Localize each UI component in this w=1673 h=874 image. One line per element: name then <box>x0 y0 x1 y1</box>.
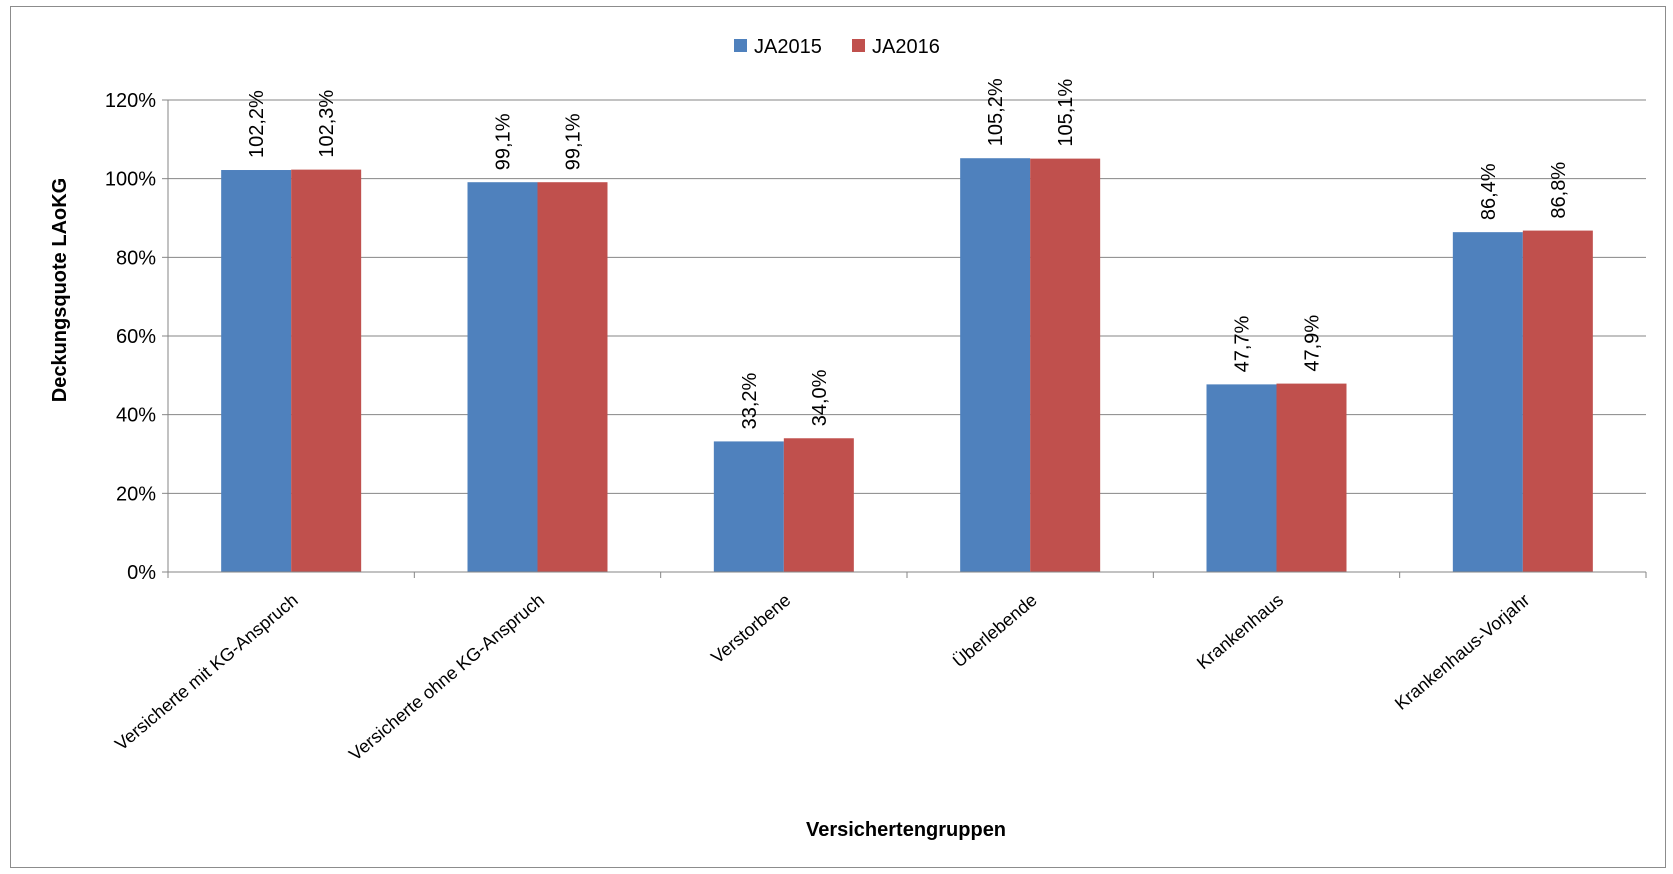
gridlines <box>168 99 1646 494</box>
bars <box>221 158 1593 573</box>
y-tick-label: 60% <box>116 326 156 348</box>
y-tick-label: 0% <box>127 562 156 584</box>
data-label: 105,1% <box>1055 79 1077 147</box>
bar-ja2015-0 <box>221 170 292 572</box>
legend-label: JA2015 <box>754 36 822 58</box>
bar-ja2016-4 <box>1276 383 1347 572</box>
x-category-label: Verstorbene <box>707 590 794 668</box>
data-label: 34,0% <box>809 369 831 426</box>
bar-ja2016-5 <box>1522 230 1593 572</box>
data-label: 102,3% <box>316 90 338 158</box>
x-category-label: Überlebende <box>949 590 1041 672</box>
data-label: 33,2% <box>739 372 761 429</box>
data-label: 102,2% <box>246 90 268 158</box>
legend-swatch-ja2016 <box>852 39 865 52</box>
y-tick-label: 40% <box>116 405 156 427</box>
legend-swatch-ja2015 <box>734 39 747 52</box>
legend-label: JA2016 <box>872 36 940 58</box>
data-label: 47,9% <box>1302 315 1324 372</box>
bar-ja2015-5 <box>1452 232 1523 572</box>
bar-ja2015-4 <box>1206 384 1277 572</box>
bar-ja2015-2 <box>713 441 784 572</box>
bar-ja2016-1 <box>537 182 608 572</box>
y-tick-label: 80% <box>116 247 156 269</box>
bar-ja2016-2 <box>783 438 854 572</box>
data-label: 99,1% <box>563 113 585 170</box>
bar-ja2016-0 <box>291 169 362 572</box>
legend: JA2015 JA2016 <box>734 36 940 58</box>
x-category-label: Versicherte ohne KG-Anspruch <box>345 590 548 765</box>
x-axis-title: Versichertengruppen <box>806 819 1006 841</box>
x-category-label: Versicherte mit KG-Anspruch <box>111 590 302 755</box>
y-axis-title: Deckungsquote LAoKG <box>49 178 71 402</box>
x-category-label: Krankenhaus <box>1193 590 1287 674</box>
y-tick-label: 120% <box>105 90 156 112</box>
y-tick-label: 20% <box>116 483 156 505</box>
bar-ja2015-1 <box>467 182 538 572</box>
bar-ja2016-3 <box>1030 158 1101 572</box>
x-category-label: Krankenhaus-Vorjahr <box>1391 590 1533 714</box>
data-label: 86,4% <box>1478 163 1500 220</box>
data-labels: 102,2% 102,3% 99,1% 99,1% 33,2% 34,0% 105,2% 10… <box>246 78 1570 429</box>
data-label: 86,8% <box>1548 162 1570 219</box>
bar-ja2015-3 <box>960 158 1031 573</box>
data-label: 99,1% <box>493 113 515 170</box>
data-label: 47,7% <box>1232 315 1254 372</box>
y-tick-label: 100% <box>105 169 156 191</box>
data-label: 105,2% <box>985 78 1007 146</box>
